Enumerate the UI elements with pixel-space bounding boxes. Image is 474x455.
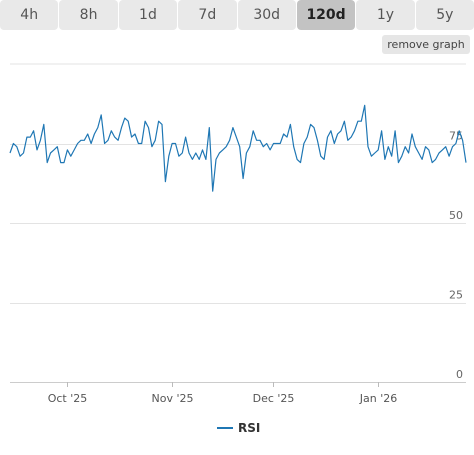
- tab-30d[interactable]: 30d: [237, 0, 296, 30]
- remove-graph-button[interactable]: remove graph: [382, 35, 470, 54]
- y-tick-label-25: 25: [449, 289, 463, 302]
- tab-4h[interactable]: 4h: [0, 0, 59, 30]
- tab-5y[interactable]: 5y: [415, 0, 474, 30]
- x-tick-label-1: Nov '25: [152, 392, 194, 405]
- x-tick-label-0: Oct '25: [48, 392, 88, 405]
- legend-swatch-rsi: [217, 427, 233, 429]
- tab-120d[interactable]: 120d: [296, 0, 356, 30]
- time-range-tabs: 4h 8h 1d 7d 30d 120d 1y 5y: [0, 0, 474, 30]
- tab-1d[interactable]: 1d: [118, 0, 178, 30]
- tab-1y[interactable]: 1y: [356, 0, 415, 30]
- chart-legend[interactable]: RSI: [217, 421, 260, 435]
- series-line-rsi: [9, 104, 467, 192]
- tab-8h[interactable]: 8h: [59, 0, 118, 30]
- tab-7d[interactable]: 7d: [178, 0, 237, 30]
- legend-label-rsi: RSI: [238, 421, 261, 435]
- y-tick-label-50: 50: [449, 209, 463, 222]
- x-tick-label-3: Jan '26: [359, 392, 397, 405]
- y-tick-label-0: 0: [456, 368, 463, 381]
- x-tick-label-2: Dec '25: [253, 392, 295, 405]
